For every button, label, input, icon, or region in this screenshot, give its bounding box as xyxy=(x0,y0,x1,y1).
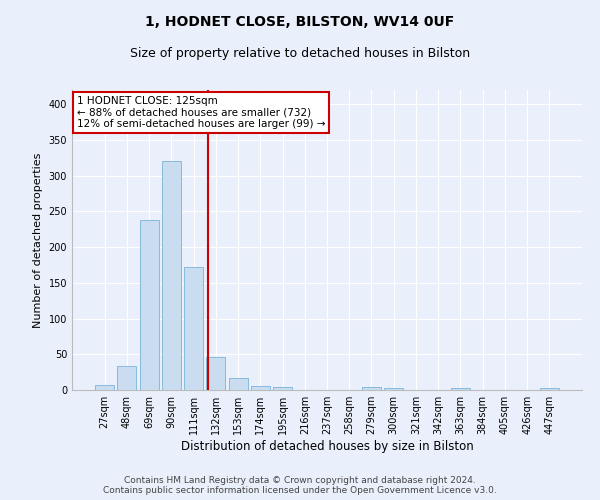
Bar xyxy=(229,378,248,390)
Bar xyxy=(540,388,559,390)
Text: Contains HM Land Registry data © Crown copyright and database right 2024.
Contai: Contains HM Land Registry data © Crown c… xyxy=(103,476,497,495)
Text: Size of property relative to detached houses in Bilston: Size of property relative to detached ho… xyxy=(130,48,470,60)
X-axis label: Distribution of detached houses by size in Bilston: Distribution of detached houses by size … xyxy=(181,440,473,453)
Bar xyxy=(384,388,403,390)
Text: 1 HODNET CLOSE: 125sqm
← 88% of detached houses are smaller (732)
12% of semi-de: 1 HODNET CLOSE: 125sqm ← 88% of detached… xyxy=(77,96,326,129)
Bar xyxy=(162,162,181,390)
Bar xyxy=(95,385,114,390)
Bar xyxy=(140,220,158,390)
Bar xyxy=(251,386,270,390)
Y-axis label: Number of detached properties: Number of detached properties xyxy=(33,152,43,328)
Bar xyxy=(206,357,225,390)
Bar xyxy=(184,267,203,390)
Text: 1, HODNET CLOSE, BILSTON, WV14 0UF: 1, HODNET CLOSE, BILSTON, WV14 0UF xyxy=(145,15,455,29)
Bar xyxy=(273,387,292,390)
Bar xyxy=(451,388,470,390)
Bar xyxy=(118,366,136,390)
Bar xyxy=(362,387,381,390)
